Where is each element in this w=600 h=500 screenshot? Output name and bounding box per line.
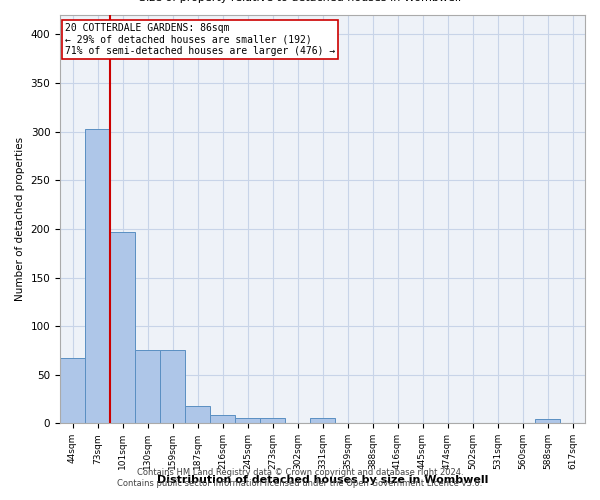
Bar [260,418,285,424]
Bar [110,232,135,424]
Bar [135,350,160,424]
Bar [535,420,560,424]
X-axis label: Distribution of detached houses by size in Wombwell: Distribution of detached houses by size … [157,475,488,485]
Text: Contains HM Land Registry data © Crown copyright and database right 2024.
Contai: Contains HM Land Registry data © Crown c… [118,468,482,487]
Bar [85,129,110,424]
Text: Size of property relative to detached houses in Wombwell: Size of property relative to detached ho… [139,0,461,2]
Bar [185,406,210,423]
Bar [160,350,185,424]
Y-axis label: Number of detached properties: Number of detached properties [15,137,25,301]
Bar [60,358,85,424]
Bar [210,414,235,424]
Text: 20 COTTERDALE GARDENS: 86sqm
← 29% of detached houses are smaller (192)
71% of s: 20 COTTERDALE GARDENS: 86sqm ← 29% of de… [65,23,335,56]
Bar [235,418,260,424]
Bar [310,418,335,424]
